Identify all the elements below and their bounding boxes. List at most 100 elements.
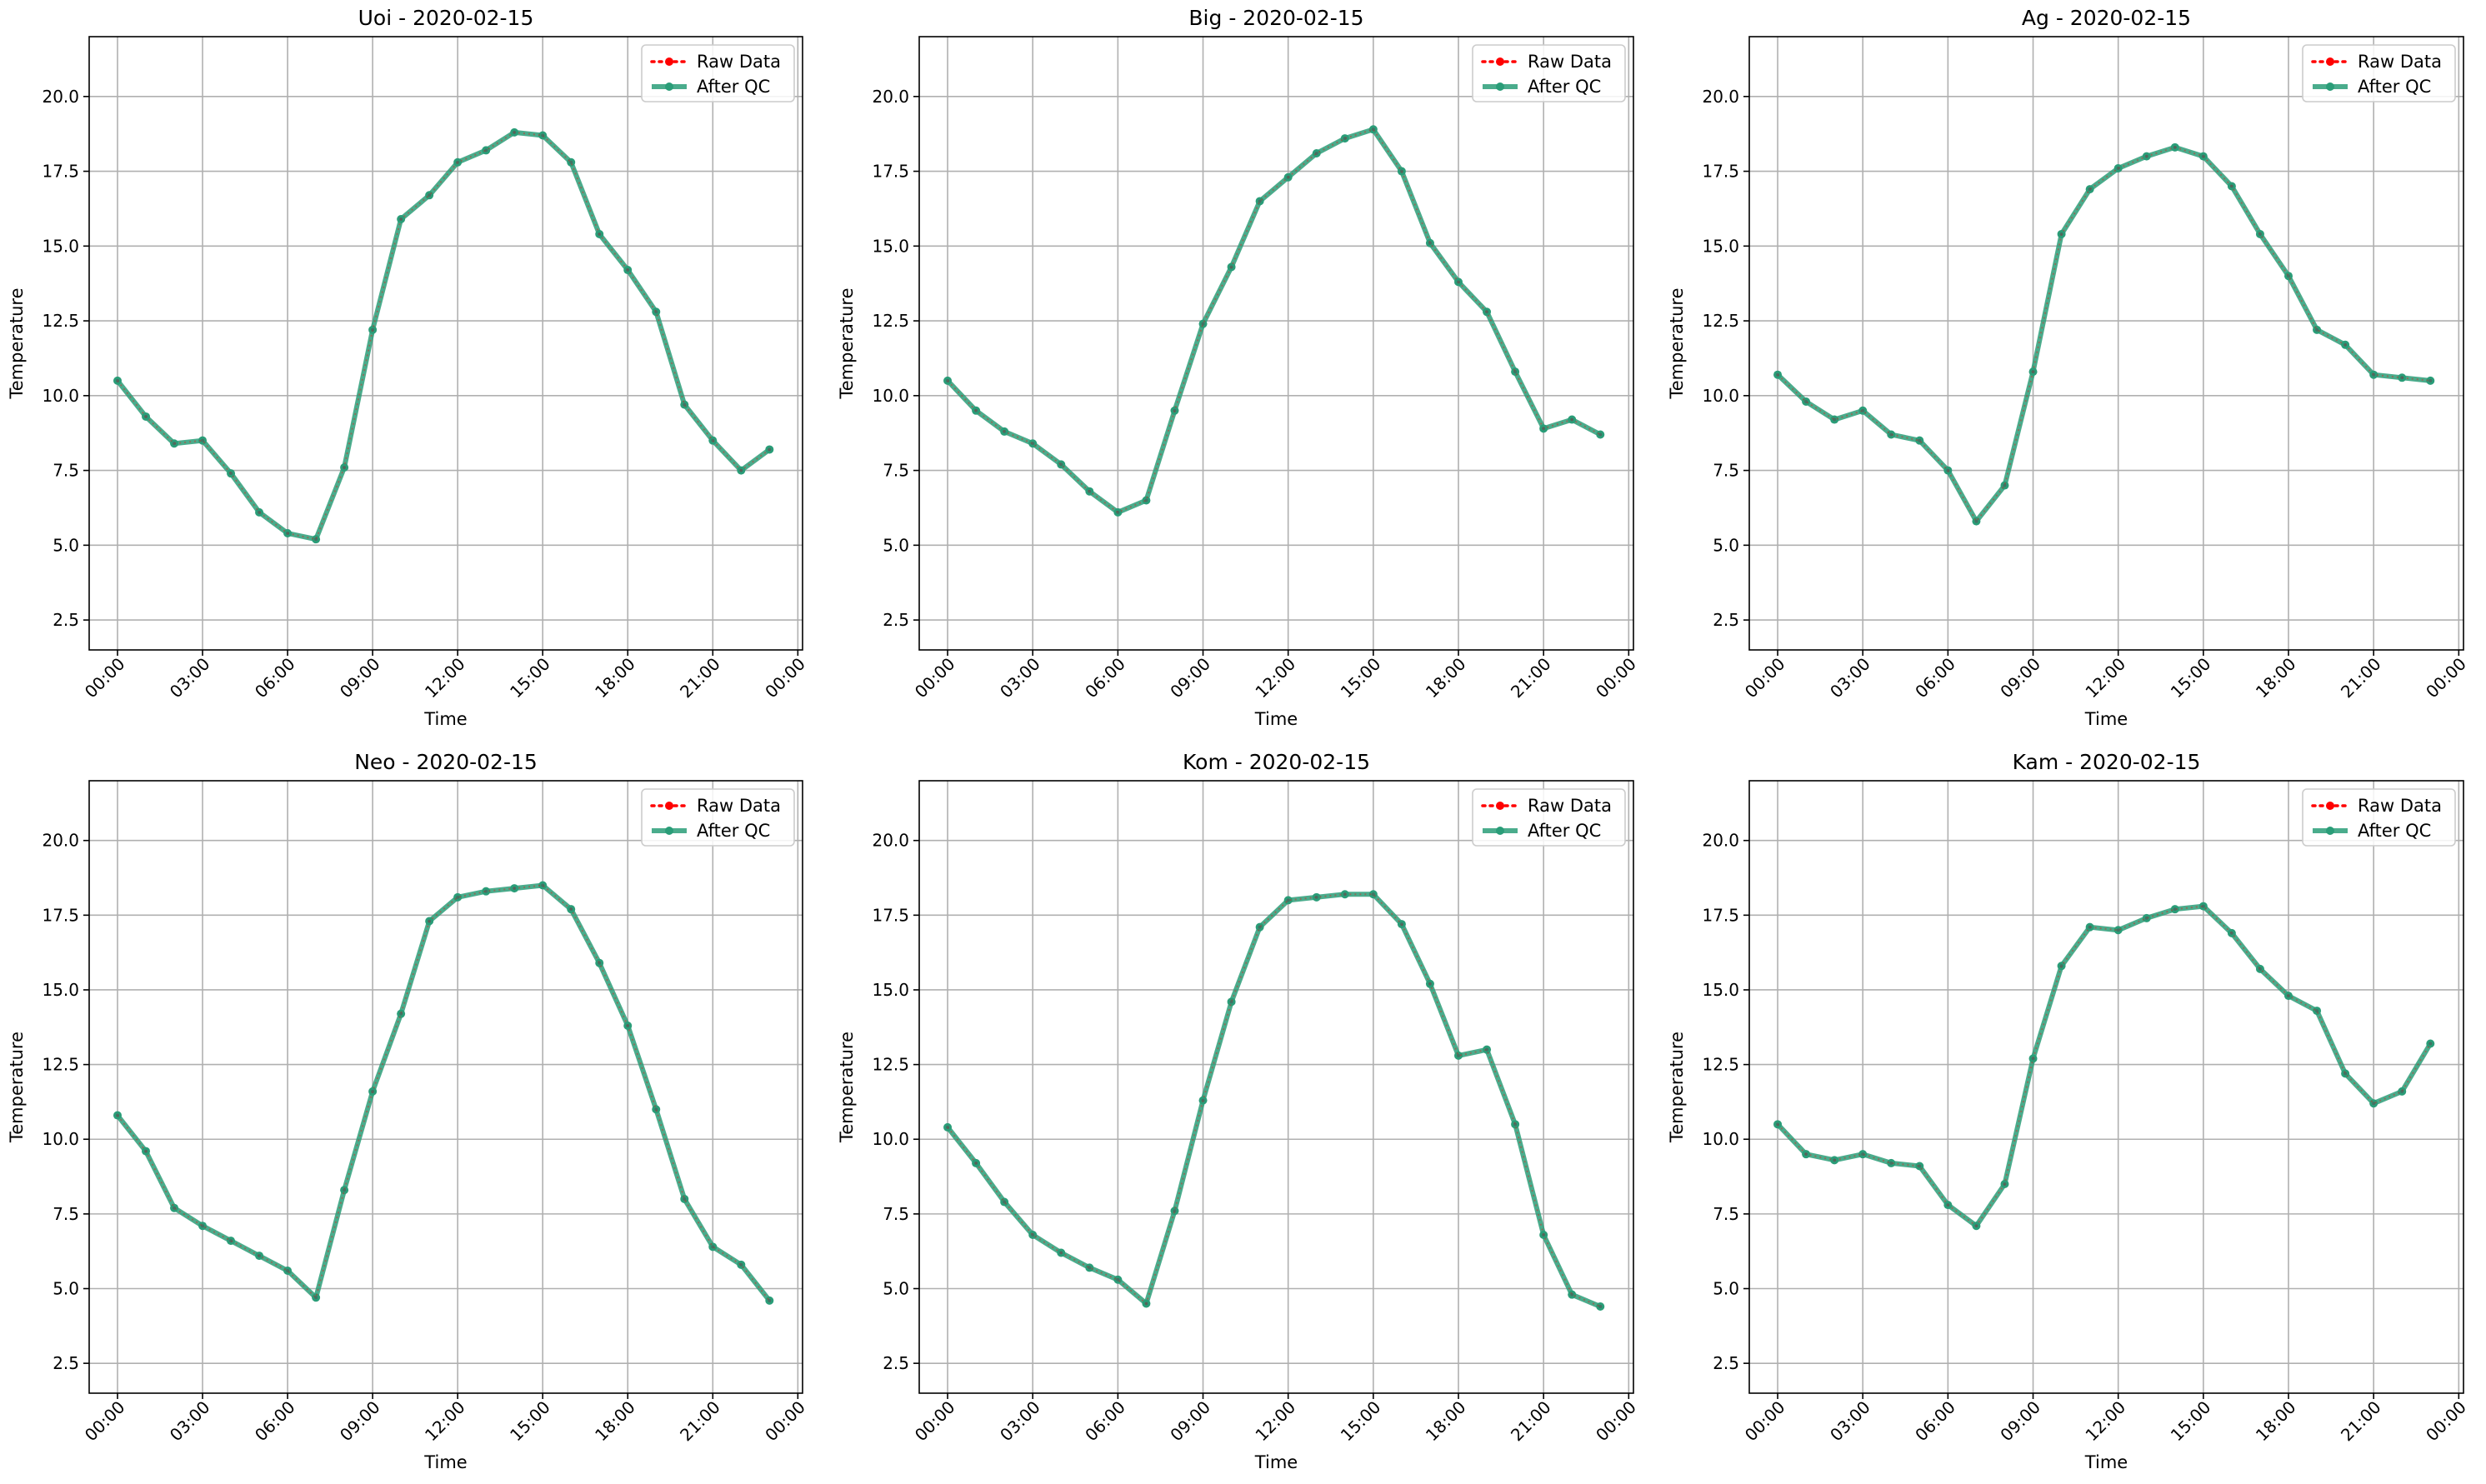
raw-data-point	[1201, 1098, 1205, 1102]
y-tick-label: 5.0	[883, 535, 909, 555]
raw-data-point	[1776, 1122, 1780, 1127]
legend-qc-marker	[2326, 827, 2334, 835]
x-axis-label: Time	[423, 709, 467, 729]
x-tick-label: 21:00	[1507, 654, 1555, 702]
raw-data-point	[428, 919, 432, 923]
grid-lines	[89, 781, 803, 1393]
raw-data-point	[2088, 187, 2092, 192]
raw-data-point	[1003, 1200, 1007, 1204]
raw-data-point	[2372, 1102, 2376, 1106]
y-tick-label: 12.5	[1702, 1055, 1739, 1075]
raw-data-point	[399, 217, 403, 222]
x-tick-label: 15:00	[506, 1397, 554, 1446]
y-tick-label: 20.0	[42, 831, 79, 851]
y-tick-label: 20.0	[1702, 831, 1739, 851]
raw-data-point	[2428, 1042, 2433, 1046]
x-tick-label: 06:00	[251, 654, 299, 702]
raw-data-point	[683, 402, 687, 407]
x-tick-label: 03:00	[1826, 654, 1874, 702]
x-tick-label: 12:00	[1251, 1397, 1299, 1446]
legend-raw-marker	[2326, 802, 2334, 810]
raw-data-point	[1286, 898, 1290, 902]
y-tick-label: 7.5	[53, 461, 79, 481]
raw-data-point	[116, 1113, 120, 1117]
chart-title: Neo - 2020-02-15	[354, 750, 538, 774]
x-tick-label: 12:00	[421, 654, 469, 702]
x-tick-label: 09:00	[1996, 1397, 2044, 1446]
x-axis-label: Time	[2084, 709, 2128, 729]
raw-data-point	[2258, 232, 2262, 236]
y-axis-label: Temperature	[1667, 1032, 1687, 1143]
raw-data-point	[1201, 322, 1205, 326]
raw-data-point	[1861, 1152, 1865, 1157]
y-tick-label: 2.5	[1713, 1353, 1739, 1373]
x-tick-label: 21:00	[2337, 1397, 2385, 1446]
y-tick-label: 10.0	[42, 386, 79, 406]
legend-raw-marker	[1496, 57, 1504, 66]
legend-label-raw: Raw Data	[697, 796, 781, 816]
raw-data-point	[513, 130, 517, 134]
raw-data-point	[2343, 342, 2348, 347]
x-tick-label: 09:00	[1996, 654, 2044, 702]
raw-data-line	[947, 893, 1601, 1307]
x-tick-label: 00:00	[2422, 654, 2470, 702]
raw-data-point	[768, 447, 772, 452]
y-tick-label: 7.5	[883, 461, 909, 481]
raw-data-point	[1088, 489, 1092, 493]
chart-title: Kam - 2020-02-15	[2013, 750, 2201, 774]
raw-data-point	[768, 1298, 772, 1302]
raw-data-point	[2229, 184, 2233, 188]
y-tick-label: 5.0	[53, 535, 79, 555]
raw-data-point	[1399, 169, 1403, 173]
legend: Raw Data After QC	[2302, 44, 2456, 102]
x-tick-label: 18:00	[2252, 654, 2300, 702]
y-tick-label: 2.5	[883, 610, 909, 630]
legend-label-qc: After QC	[2358, 77, 2431, 97]
raw-data-point	[1485, 1047, 1489, 1052]
raw-data-point	[1457, 280, 1461, 284]
x-tick-label: 18:00	[591, 654, 639, 702]
grid-lines	[89, 37, 803, 650]
raw-data-point	[1946, 1203, 1950, 1207]
plot-frame	[88, 36, 803, 651]
subplot: 2.5 5.0 7.5 10.0 12.5 15.0 17.5 20.0 00:00 03:00 0…	[1667, 750, 2470, 1472]
x-axis-label: Time	[423, 1452, 467, 1472]
raw-data-point	[2400, 1089, 2404, 1093]
raw-data-point	[1088, 1266, 1092, 1270]
legend-qc-marker	[1496, 82, 1504, 91]
raw-data-point	[1399, 922, 1403, 927]
raw-data-point	[399, 1012, 403, 1016]
subplot: 2.5 5.0 7.5 10.0 12.5 15.0 17.5 20.0 00:00 03:00 0…	[7, 6, 809, 729]
raw-data-point	[2059, 964, 2063, 968]
raw-data-point	[2400, 376, 2404, 380]
x-tick-label: 15:00	[2167, 1397, 2215, 1446]
x-tick-label: 06:00	[1911, 654, 1959, 702]
raw-data-point	[2428, 378, 2433, 382]
raw-data-point	[201, 438, 205, 442]
raw-data-point	[1804, 400, 1808, 404]
x-tick-label: 12:00	[421, 1397, 469, 1446]
raw-data-point	[1776, 372, 1780, 377]
after-qc-line	[1775, 903, 2433, 1229]
y-axis-label: Temperature	[1667, 287, 1687, 399]
raw-data-point	[1144, 498, 1148, 502]
raw-data-point	[2258, 967, 2262, 971]
grid-lines	[1749, 37, 2463, 650]
raw-data-point	[484, 889, 488, 893]
raw-data-point	[1258, 199, 1262, 203]
legend-qc-marker	[2326, 82, 2334, 91]
y-tick-label: 12.5	[872, 1055, 909, 1075]
x-tick-label: 21:00	[1507, 1397, 1555, 1446]
raw-data-point	[1286, 175, 1290, 179]
x-tick-label: 18:00	[591, 1397, 639, 1446]
x-tick-label: 06:00	[1081, 654, 1129, 702]
raw-data-point	[1804, 1152, 1808, 1157]
x-tick-label: 03:00	[166, 1397, 214, 1446]
raw-data-point	[1946, 468, 1950, 472]
legend: Raw Data After QC	[641, 44, 795, 102]
raw-data-point	[1542, 427, 1546, 431]
raw-data-point	[2116, 166, 2120, 170]
subplot: 2.5 5.0 7.5 10.0 12.5 15.0 17.5 20.0 00:00 03:00 0…	[1667, 6, 2470, 729]
x-tick-label: 09:00	[336, 654, 384, 702]
after-qc-markers	[113, 127, 774, 544]
